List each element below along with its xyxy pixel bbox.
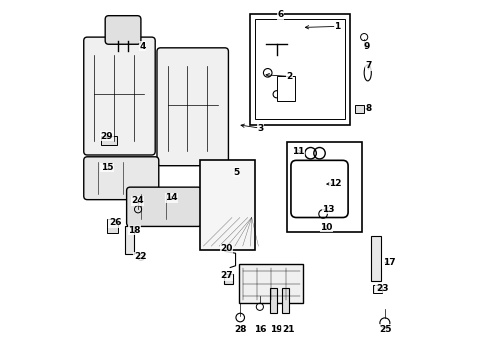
Text: 3: 3 bbox=[257, 124, 263, 133]
FancyBboxPatch shape bbox=[157, 48, 228, 166]
Text: 12: 12 bbox=[329, 179, 341, 188]
FancyBboxPatch shape bbox=[239, 264, 303, 303]
FancyBboxPatch shape bbox=[200, 160, 255, 249]
Text: 14: 14 bbox=[164, 193, 177, 202]
FancyBboxPatch shape bbox=[290, 160, 347, 217]
Text: 16: 16 bbox=[254, 325, 266, 334]
Text: 28: 28 bbox=[233, 325, 246, 334]
Text: 19: 19 bbox=[269, 325, 282, 334]
FancyBboxPatch shape bbox=[282, 288, 288, 313]
Text: 22: 22 bbox=[134, 252, 146, 261]
Ellipse shape bbox=[364, 65, 370, 81]
Text: 15: 15 bbox=[101, 163, 113, 172]
Text: 29: 29 bbox=[101, 132, 113, 141]
Text: 23: 23 bbox=[375, 284, 387, 293]
Text: 9: 9 bbox=[363, 41, 369, 50]
FancyBboxPatch shape bbox=[126, 187, 201, 226]
Text: 5: 5 bbox=[233, 168, 239, 177]
FancyBboxPatch shape bbox=[224, 274, 232, 284]
Text: 24: 24 bbox=[131, 196, 143, 205]
Text: 11: 11 bbox=[291, 147, 304, 156]
Text: 26: 26 bbox=[109, 219, 121, 228]
FancyBboxPatch shape bbox=[125, 226, 134, 254]
FancyBboxPatch shape bbox=[372, 285, 382, 293]
Text: 20: 20 bbox=[220, 244, 232, 253]
Text: 17: 17 bbox=[382, 258, 395, 267]
Text: 21: 21 bbox=[281, 325, 294, 334]
Text: 1: 1 bbox=[334, 22, 340, 31]
Text: 4: 4 bbox=[139, 41, 145, 50]
Text: 18: 18 bbox=[128, 225, 141, 234]
Text: 6: 6 bbox=[277, 10, 283, 19]
FancyBboxPatch shape bbox=[83, 157, 159, 200]
Text: 27: 27 bbox=[220, 271, 232, 280]
FancyBboxPatch shape bbox=[370, 237, 380, 281]
FancyBboxPatch shape bbox=[269, 288, 276, 313]
FancyBboxPatch shape bbox=[255, 19, 344, 119]
Text: 8: 8 bbox=[365, 104, 371, 113]
Text: 7: 7 bbox=[365, 61, 371, 70]
FancyBboxPatch shape bbox=[101, 136, 116, 145]
FancyBboxPatch shape bbox=[249, 14, 349, 125]
FancyBboxPatch shape bbox=[354, 105, 363, 113]
FancyBboxPatch shape bbox=[107, 219, 118, 233]
Text: 13: 13 bbox=[322, 205, 334, 214]
Text: 2: 2 bbox=[285, 72, 292, 81]
Bar bbox=[276, 76, 294, 102]
FancyBboxPatch shape bbox=[105, 16, 141, 44]
Text: 10: 10 bbox=[320, 222, 332, 231]
Text: 25: 25 bbox=[379, 325, 391, 334]
FancyBboxPatch shape bbox=[83, 37, 155, 155]
FancyBboxPatch shape bbox=[287, 143, 362, 232]
